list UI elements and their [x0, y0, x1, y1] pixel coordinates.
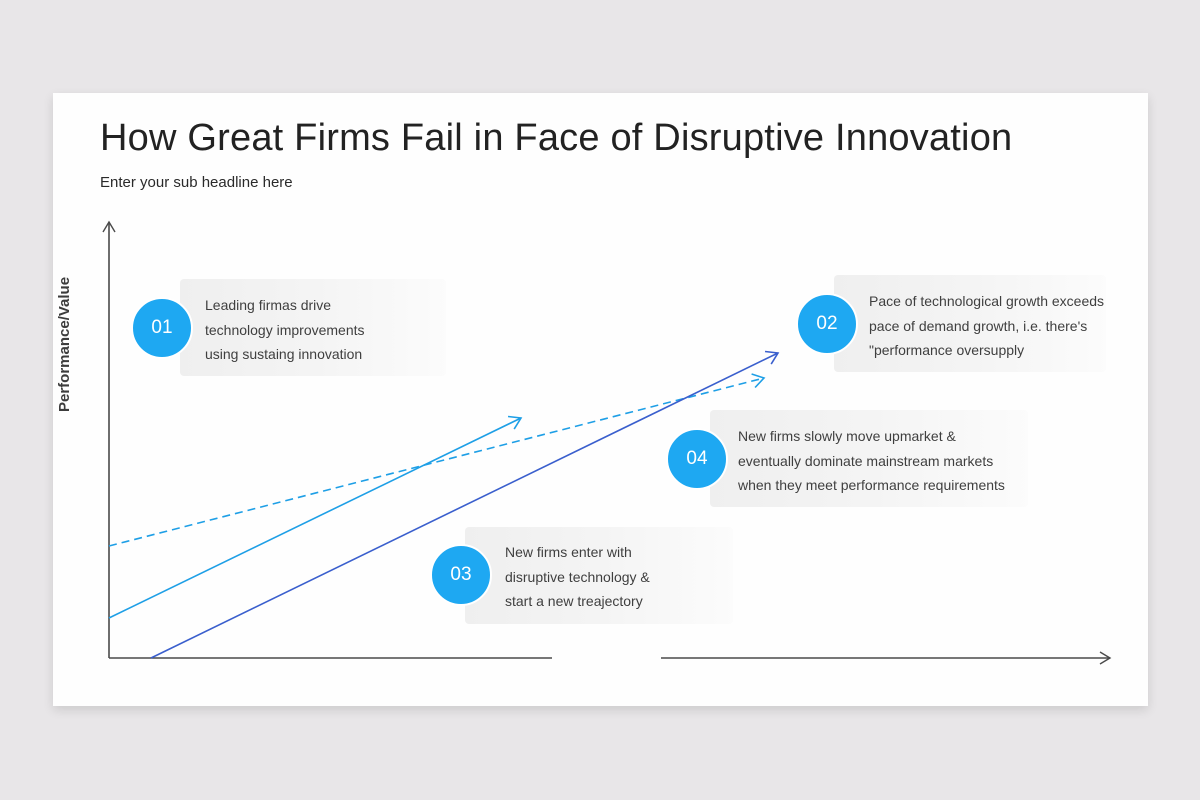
callout-card-04	[710, 410, 1028, 507]
slide-title: How Great Firms Fail in Face of Disrupti…	[100, 117, 1013, 159]
y-axis-label: Performance/Value	[56, 270, 73, 418]
callout-text-line: "performance oversupply	[869, 342, 1025, 358]
callout-text-line: eventually dominate mainstream markets	[738, 452, 994, 469]
market-demand-trajectory-line	[108, 373, 766, 547]
callout-text-line: start a new treajectory	[505, 593, 643, 609]
callout-text-line: when they meet performance requirements	[738, 477, 1005, 493]
disruptive-technology-trajectory-line	[150, 350, 780, 659]
callout-text-line: Leading firmas drive	[205, 297, 332, 313]
callout-card-02	[834, 275, 1106, 372]
callout-text-01: Leading firmas drive technology improvem…	[205, 293, 365, 367]
callout-badge-03: 03	[430, 544, 492, 606]
callout-text-line: pace of demand growth, i.e. there's	[869, 317, 1088, 334]
callout-text-line: technology improvements	[205, 321, 365, 338]
callout-text-line: New firms enter with	[505, 544, 632, 560]
callout-badge-04: 04	[666, 428, 728, 490]
sustaining-technology-trajectory-line	[108, 415, 523, 619]
slide-subtitle: Enter your sub headline here	[100, 174, 293, 191]
callout-badge-01: 01	[131, 297, 193, 359]
callout-text-line: Pace of technological growth exceeds	[869, 293, 1105, 309]
callout-badge-02: 02	[796, 293, 858, 355]
callout-text-03: New firms enter with disruptive technolo…	[505, 540, 650, 614]
callout-text-line: using sustaing innovation	[205, 346, 363, 362]
callout-text-02: Pace of technological growth exceeds pac…	[869, 289, 1104, 363]
callout-text-line: disruptive technology &	[505, 568, 650, 585]
callout-text-line: New firms slowly move upmarket &	[738, 428, 956, 444]
callout-card-03	[465, 527, 733, 624]
callout-card-01	[180, 279, 446, 376]
callout-text-04: New firms slowly move upmarket & eventua…	[738, 424, 1005, 498]
